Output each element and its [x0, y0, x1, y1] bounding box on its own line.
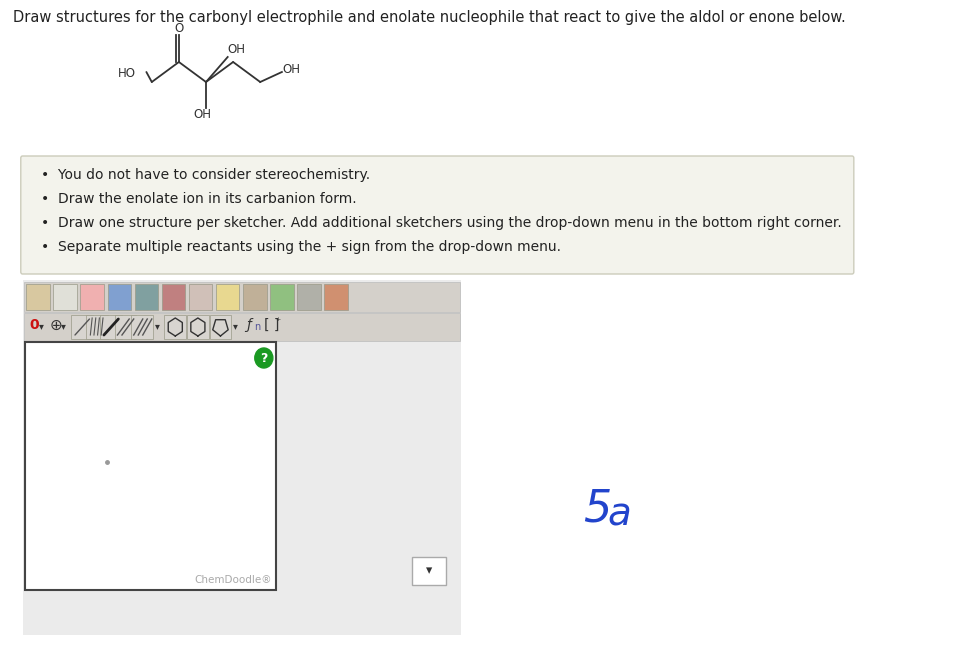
Bar — [165, 315, 186, 339]
Text: ƒ: ƒ — [246, 318, 251, 332]
Bar — [72, 315, 93, 339]
Bar — [115, 315, 136, 339]
Bar — [26, 284, 49, 310]
Bar — [216, 284, 239, 310]
Text: •  Draw one structure per sketcher. Add additional sketchers using the drop-down: • Draw one structure per sketcher. Add a… — [41, 216, 841, 230]
Text: •  You do not have to consider stereochemistry.: • You do not have to consider stereochem… — [41, 168, 370, 182]
Text: ⊕: ⊕ — [49, 318, 63, 333]
Bar — [80, 284, 104, 310]
Bar — [22, 280, 461, 635]
Bar — [107, 284, 131, 310]
Bar — [53, 284, 76, 310]
Text: ⁺: ⁺ — [276, 317, 281, 327]
Text: [ ]: [ ] — [264, 318, 279, 332]
Bar — [135, 284, 158, 310]
Bar — [189, 284, 212, 310]
Text: ▾: ▾ — [61, 321, 66, 331]
Text: ▾: ▾ — [233, 321, 238, 331]
Text: ▾: ▾ — [426, 565, 433, 578]
Bar — [25, 342, 277, 590]
Bar — [270, 284, 293, 310]
FancyBboxPatch shape — [20, 156, 854, 274]
Text: OH: OH — [283, 63, 301, 76]
Text: ▾: ▾ — [39, 321, 44, 331]
Bar — [24, 282, 460, 312]
Text: OH: OH — [227, 43, 246, 56]
Circle shape — [255, 348, 273, 368]
Text: 5: 5 — [583, 488, 611, 531]
Text: ?: ? — [260, 352, 267, 365]
Text: O: O — [174, 22, 184, 35]
Text: ▾: ▾ — [155, 321, 160, 331]
Bar — [412, 557, 446, 585]
Bar — [24, 313, 460, 341]
Bar — [162, 284, 185, 310]
Text: Draw structures for the carbonyl electrophile and enolate nucleophile that react: Draw structures for the carbonyl electro… — [13, 10, 845, 25]
Text: ChemDoodle®: ChemDoodle® — [195, 575, 272, 585]
Bar — [210, 315, 231, 339]
Text: •  Draw the enolate ion in its carbanion form.: • Draw the enolate ion in its carbanion … — [41, 192, 356, 206]
Text: n: n — [254, 322, 260, 332]
Text: •  Separate multiple reactants using the + sign from the drop-down menu.: • Separate multiple reactants using the … — [41, 240, 560, 254]
Bar — [86, 315, 107, 339]
Bar — [101, 315, 122, 339]
Bar — [297, 284, 320, 310]
Text: HO: HO — [117, 67, 136, 80]
Text: a: a — [607, 496, 631, 534]
Bar — [324, 284, 348, 310]
Bar — [131, 315, 153, 339]
Bar — [187, 315, 209, 339]
Text: 0: 0 — [30, 318, 40, 332]
Bar — [243, 284, 266, 310]
Text: OH: OH — [194, 108, 211, 121]
